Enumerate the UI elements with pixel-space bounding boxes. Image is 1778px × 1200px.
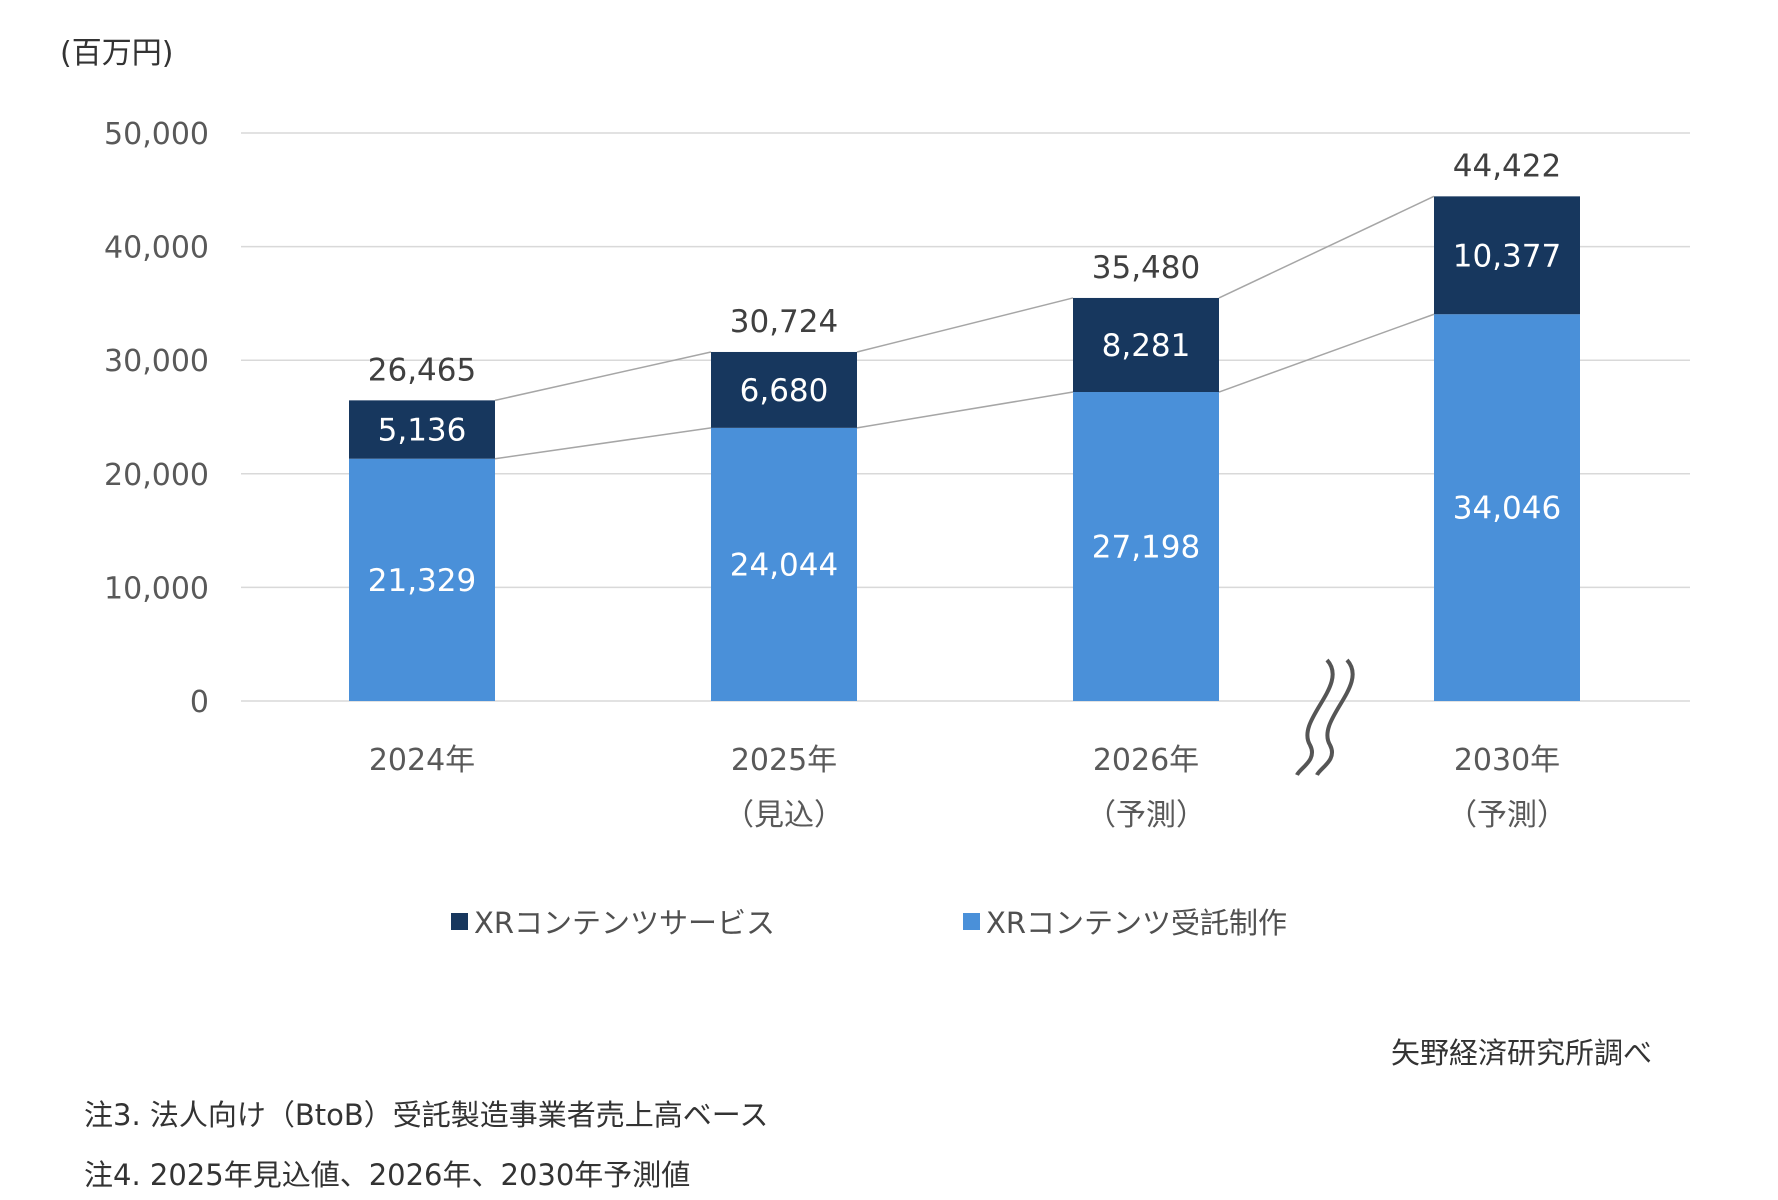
x-tick-sublabel: （予測） xyxy=(1447,798,1567,833)
x-tick-label: 2025年 xyxy=(731,743,837,778)
legend-swatch-contract xyxy=(963,912,980,930)
source-text: 矢野経済研究所調べ xyxy=(1390,1036,1652,1070)
data-label-contract: 27,198 xyxy=(1092,530,1200,566)
data-label-contract: 24,044 xyxy=(730,547,838,583)
y-tick-label: 10,000 xyxy=(104,571,209,606)
note-3: 注3. 法人向け（BtoB）受託製造事業者売上高ベース xyxy=(84,1098,769,1132)
x-tick-sublabel: （見込） xyxy=(724,798,844,833)
axis-break-icon xyxy=(1315,658,1355,777)
series-line-connector xyxy=(1218,313,1435,393)
data-label-service: 6,680 xyxy=(740,373,829,409)
series-line-connector xyxy=(494,427,712,460)
y-tick-label: 0 xyxy=(190,685,209,720)
x-tick-label: 2026年 xyxy=(1093,743,1199,778)
bar-segment-contract xyxy=(1073,392,1219,701)
legend-swatch-service xyxy=(451,912,468,930)
legend-label-service: XRコンテンツサービス xyxy=(474,906,776,940)
total-line-connector xyxy=(494,351,712,402)
x-tick-label: 2024年 xyxy=(369,743,475,778)
bar-segment-service xyxy=(1073,297,1219,393)
axis-break-icon xyxy=(1295,658,1335,777)
legend-item-service: XRコンテンツサービス xyxy=(451,900,775,942)
y-tick-label: 40,000 xyxy=(104,231,209,266)
bar-segment-contract xyxy=(711,427,857,701)
bar-segment-service xyxy=(711,351,857,428)
series-line-connector xyxy=(856,391,1074,429)
x-tick-label: 2030年 xyxy=(1454,743,1560,778)
legend-label-contract: XRコンテンツ受託制作 xyxy=(986,906,1288,940)
data-label-total: 26,465 xyxy=(368,352,476,388)
bar-segment-service xyxy=(349,400,495,459)
bar-segment-contract xyxy=(349,458,495,701)
note-4: 注4. 2025年見込値、2026年、2030年予測値 xyxy=(84,1158,691,1192)
y-tick-label: 50,000 xyxy=(104,117,209,152)
data-label-contract: 21,329 xyxy=(368,563,476,599)
total-line-connector xyxy=(1218,195,1435,299)
total-line-connector xyxy=(856,297,1074,353)
data-label-total: 44,422 xyxy=(1453,148,1561,184)
data-label-service: 8,281 xyxy=(1102,328,1191,364)
data-label-total: 35,480 xyxy=(1092,250,1200,286)
data-label-service: 5,136 xyxy=(378,413,467,449)
bar-segment-contract xyxy=(1434,314,1580,701)
data-label-total: 30,724 xyxy=(730,304,838,340)
bar-segment-service xyxy=(1434,196,1580,315)
x-tick-sublabel: （予測） xyxy=(1086,798,1206,833)
legend-item-contract: XRコンテンツ受託制作 xyxy=(963,900,1287,942)
y-axis-unit-label: (百万円) xyxy=(60,36,174,71)
y-tick-label: 20,000 xyxy=(104,458,209,493)
y-tick-label: 30,000 xyxy=(104,344,209,379)
data-label-service: 10,377 xyxy=(1453,238,1561,274)
data-label-contract: 34,046 xyxy=(1453,491,1561,527)
